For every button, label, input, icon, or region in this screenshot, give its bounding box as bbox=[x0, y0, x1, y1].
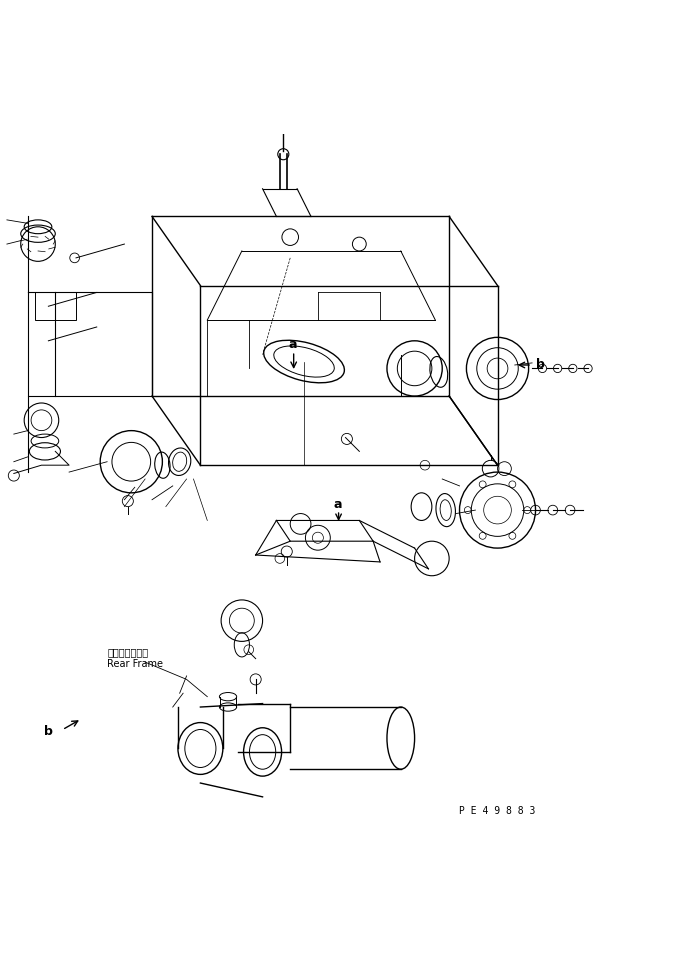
Text: b: b bbox=[536, 358, 545, 372]
Text: b: b bbox=[44, 724, 53, 738]
Text: P E 4 9 8 8 3: P E 4 9 8 8 3 bbox=[460, 806, 536, 816]
Text: a: a bbox=[289, 338, 297, 351]
Text: Rear Frame: Rear Frame bbox=[107, 659, 163, 669]
Text: a: a bbox=[334, 498, 342, 511]
Text: リヤーフレーム: リヤーフレーム bbox=[107, 648, 149, 657]
Bar bbox=[35, 292, 76, 320]
